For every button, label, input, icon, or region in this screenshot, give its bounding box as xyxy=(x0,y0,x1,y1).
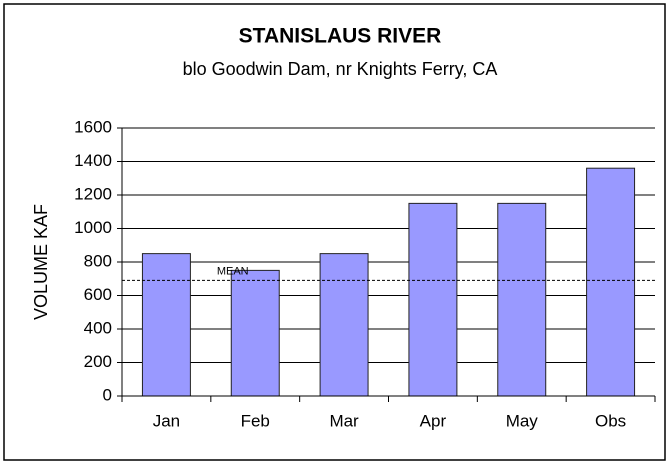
bar xyxy=(586,167,636,397)
mean-label: MEAN xyxy=(217,265,249,277)
y-tick-label: 200 xyxy=(84,352,112,371)
x-tick-label: May xyxy=(506,411,539,430)
chart-subtitle: blo Goodwin Dam, nr Knights Ferry, CA xyxy=(183,59,498,79)
x-tick-label: Mar xyxy=(329,411,359,430)
bar xyxy=(319,253,369,397)
y-tick-label: 800 xyxy=(84,251,112,270)
y-tick-label: 1600 xyxy=(74,117,112,136)
y-tick-label: 1200 xyxy=(74,184,112,203)
y-tick-label: 0 xyxy=(103,385,112,404)
chart-title: STANISLAUS RIVER xyxy=(239,25,442,48)
x-tick-label: Obs xyxy=(595,411,626,430)
bar xyxy=(408,202,458,397)
y-tick-label: 600 xyxy=(84,285,112,304)
x-tick-label: Jan xyxy=(153,411,180,430)
y-tick-label: 1400 xyxy=(74,151,112,170)
bar xyxy=(141,253,191,397)
y-axis-label: VOLUME KAF xyxy=(31,204,51,320)
bar xyxy=(497,202,547,397)
x-tick-label: Apr xyxy=(420,411,447,430)
x-tick-label: Feb xyxy=(241,411,270,430)
y-tick-label: 1000 xyxy=(74,218,112,237)
bar xyxy=(230,269,280,397)
y-tick-label: 400 xyxy=(84,318,112,337)
